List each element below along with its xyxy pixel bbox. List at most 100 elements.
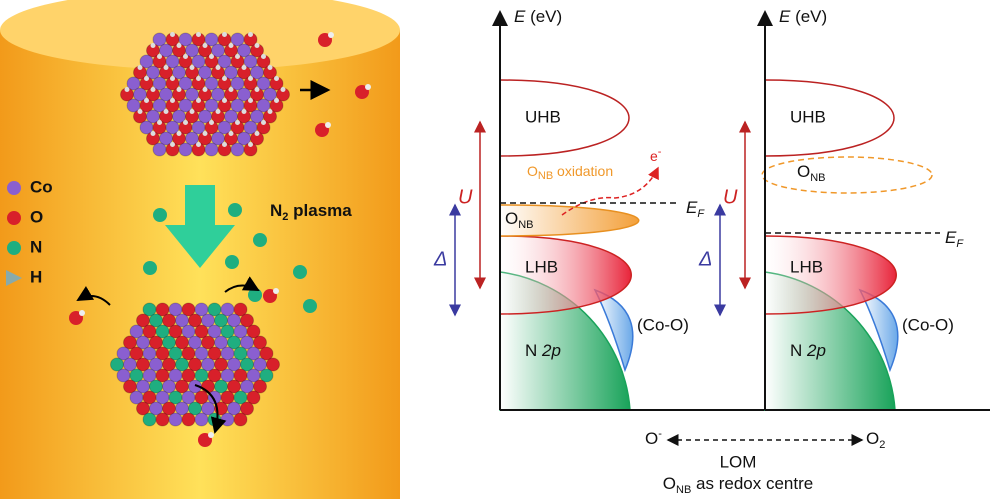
atom — [196, 142, 201, 147]
atom — [248, 98, 253, 103]
atom — [240, 313, 254, 328]
atom — [240, 401, 254, 416]
co-o-label: (Co-O) — [637, 315, 689, 334]
atom — [235, 120, 240, 125]
lhb-label: LHB — [525, 257, 558, 276]
text-part: O — [797, 162, 810, 181]
text-part: E — [514, 7, 526, 26]
atom — [157, 120, 162, 125]
atom — [176, 87, 182, 92]
atom — [183, 120, 188, 125]
fermi-label: EF — [686, 198, 705, 219]
atom — [204, 142, 219, 157]
atom — [202, 87, 208, 92]
atom — [194, 412, 209, 427]
atom — [142, 412, 157, 427]
atom — [170, 32, 175, 37]
oxidation-label: ONB oxidation — [527, 163, 613, 182]
uhb-band — [764, 79, 895, 157]
text-part: NB — [810, 172, 825, 184]
atom — [253, 335, 267, 350]
n2p-label: N 2p — [525, 341, 561, 360]
atom — [157, 54, 162, 59]
lhb-label: LHB — [790, 257, 823, 276]
atom — [202, 131, 208, 136]
atom — [228, 43, 234, 48]
plasma-label: N2 plasma — [270, 201, 352, 222]
text-part: - — [658, 146, 662, 158]
atom — [274, 98, 279, 103]
atom — [137, 65, 143, 70]
text-part: oxidation — [553, 163, 613, 179]
co-o-band — [593, 288, 634, 373]
uhb-label: UHB — [790, 107, 826, 126]
atom — [170, 142, 175, 147]
n-atom — [225, 255, 239, 269]
text-part: N — [790, 341, 807, 360]
caption: ONB as redox centre — [663, 474, 813, 495]
o-minus: O- — [645, 428, 662, 449]
atom — [207, 412, 222, 427]
atom — [150, 131, 156, 136]
onb-band — [499, 204, 640, 237]
atom — [261, 54, 266, 59]
onb-label: ONB — [797, 162, 826, 183]
atom — [280, 87, 286, 92]
atom — [163, 65, 169, 70]
text-part: NB — [518, 219, 533, 231]
molecule-h — [325, 122, 331, 128]
molecule-h — [365, 84, 371, 90]
legend-swatch — [7, 211, 21, 225]
atom — [144, 76, 149, 81]
text-part: e — [650, 148, 658, 164]
atom — [150, 87, 156, 92]
legend-swatch — [7, 181, 21, 195]
n-atom — [143, 261, 157, 275]
text-part: F — [956, 238, 964, 250]
atom — [222, 98, 227, 103]
arrow — [76, 286, 111, 306]
atom — [235, 54, 240, 59]
atom — [241, 109, 247, 114]
legend-swatch — [7, 241, 21, 255]
text-part: F — [697, 208, 705, 220]
text-part: (eV) — [790, 7, 827, 26]
atom — [196, 98, 201, 103]
atom — [189, 65, 195, 70]
uhb-band — [499, 79, 630, 157]
atom — [209, 54, 214, 59]
legend-label: H — [30, 267, 42, 286]
atom — [189, 109, 195, 114]
uhb-label: UHB — [525, 107, 561, 126]
electron-label: e- — [650, 146, 662, 164]
n-atom — [248, 288, 262, 302]
co-o-label: (Co-O) — [902, 315, 954, 334]
plasma-panel: N2 plasma Co ONH — [0, 0, 400, 499]
n-atom — [228, 203, 242, 217]
atom — [259, 368, 274, 383]
co-o-band — [858, 288, 899, 373]
lhb-band — [499, 235, 632, 315]
atom — [209, 120, 214, 125]
atom — [254, 131, 260, 136]
atom — [222, 76, 227, 81]
text-part: 2p — [806, 341, 826, 360]
atom — [266, 357, 280, 372]
atom — [241, 65, 247, 70]
atom — [176, 43, 182, 48]
atom — [253, 379, 267, 394]
text-part: 2p — [541, 341, 561, 360]
text-part: E — [945, 228, 957, 247]
atom — [248, 142, 253, 147]
molecule-h — [328, 32, 334, 38]
atom — [150, 43, 156, 48]
arrow — [224, 276, 260, 293]
atom — [248, 76, 253, 81]
atom — [228, 131, 234, 136]
atom — [230, 142, 245, 157]
atom — [152, 142, 167, 157]
n-atom — [253, 233, 267, 247]
u-label: U — [723, 186, 738, 208]
